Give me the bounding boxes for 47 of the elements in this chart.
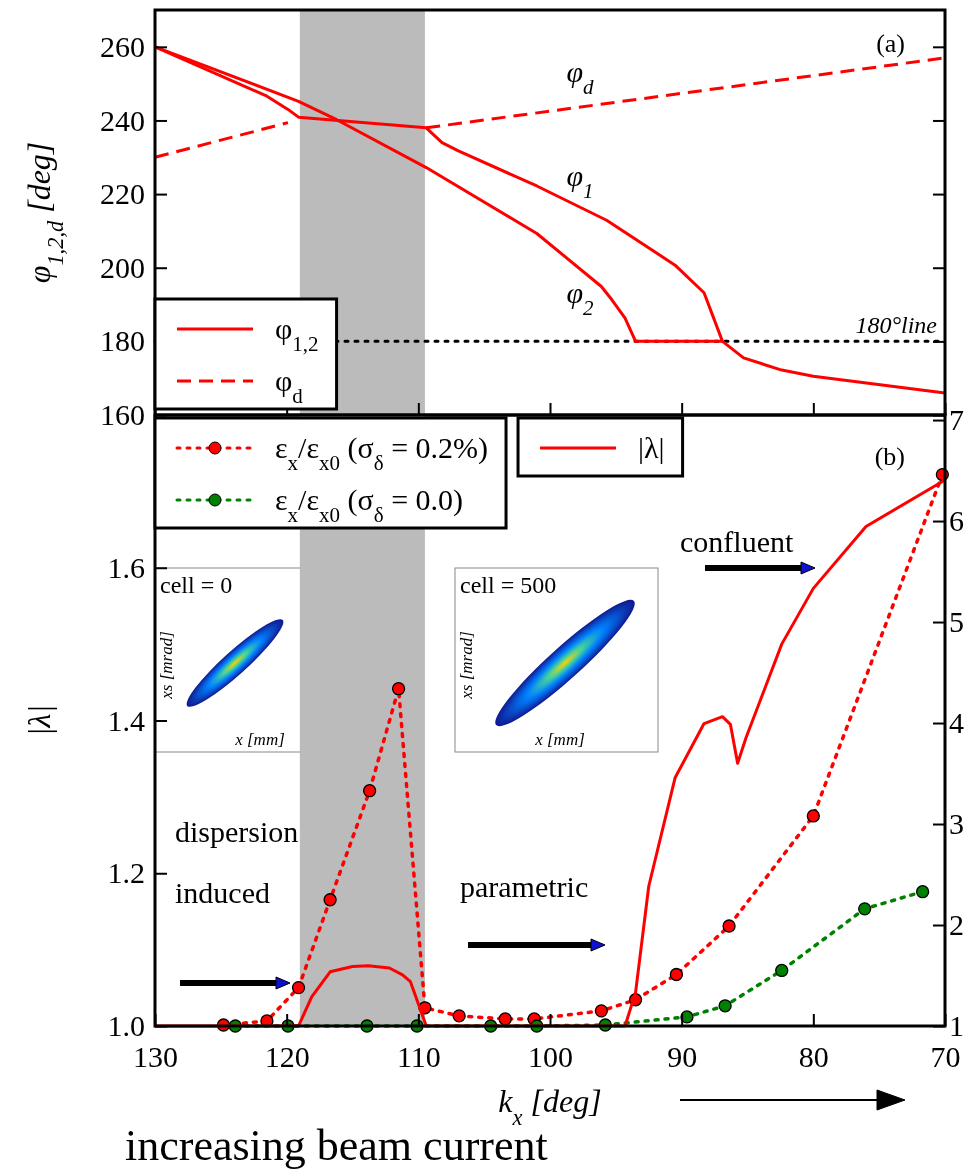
annotation: φ$_{d}$ [566,55,595,99]
annotation: (a) [876,29,905,58]
y-tick-label: 1.0 [107,1009,145,1043]
annotation: cell = 0 [160,572,233,598]
y-axis-title: |λ| [21,704,57,737]
y2-tick-label: 3 [949,807,964,841]
x-tick-label: 120 [264,1040,310,1074]
legend: |λ| [516,416,685,478]
y-tick-label: 260 [100,29,145,63]
legend-label: φ$_{d}$ [275,364,304,408]
y-tick-label: 1.2 [107,856,145,890]
x-tick-label: 70 [930,1040,961,1074]
y2-tick-label: 4 [949,706,964,740]
y-tick-label: 220 [100,177,145,211]
annotation: xs [mrad] [157,631,176,700]
annotation: xs [mrad] [457,631,476,700]
y-tick-label: 240 [100,103,145,137]
annotation: parametric [460,870,589,903]
legend-label: ε$_{x}$/ε$_{x0}$ (σ$_{δ}$ = 0.2%) [275,431,489,475]
y2-tick-label: 1 [949,1009,964,1043]
annotation: x [mm] [234,730,285,749]
y-tick-label: 1.6 [107,550,145,584]
annotation: cell = 500 [460,572,557,598]
y-tick-label: 200 [100,250,145,284]
ref-line-label: 180°line [855,312,938,339]
legend-label: ε$_{x}$/ε$_{x0}$ (σ$_{δ}$ = 0.0) [275,483,464,527]
x-tick-label: 100 [528,1040,573,1074]
annotation: φ$_{2}$ [566,276,595,320]
y-tick-label: 1.4 [107,703,145,737]
x-tick-label: 80 [798,1040,829,1074]
y2-tick-label: 2 [949,908,964,942]
x-tick-label: 90 [667,1040,698,1074]
legend-label: |λ| [638,431,665,464]
y2-tick-label: 6 [949,504,964,538]
annotation: (b) [874,442,905,471]
annotation: x [mm] [534,730,585,749]
y2-tick-label: 5 [949,605,964,639]
y2-tick-label: 7 [949,403,964,437]
annotation: induced [175,876,270,909]
annotation: confluent [680,525,794,558]
y-tick-label: 160 [100,398,145,432]
y-tick-label: 180 [100,324,145,358]
legend-label: φ$_{1,2}$ [275,312,319,356]
annotation: φ$_{1}$ [566,159,594,203]
annotation: dispersion [175,815,299,848]
x-tick-label: 130 [133,1040,178,1074]
x-tick-label: 110 [396,1040,441,1074]
